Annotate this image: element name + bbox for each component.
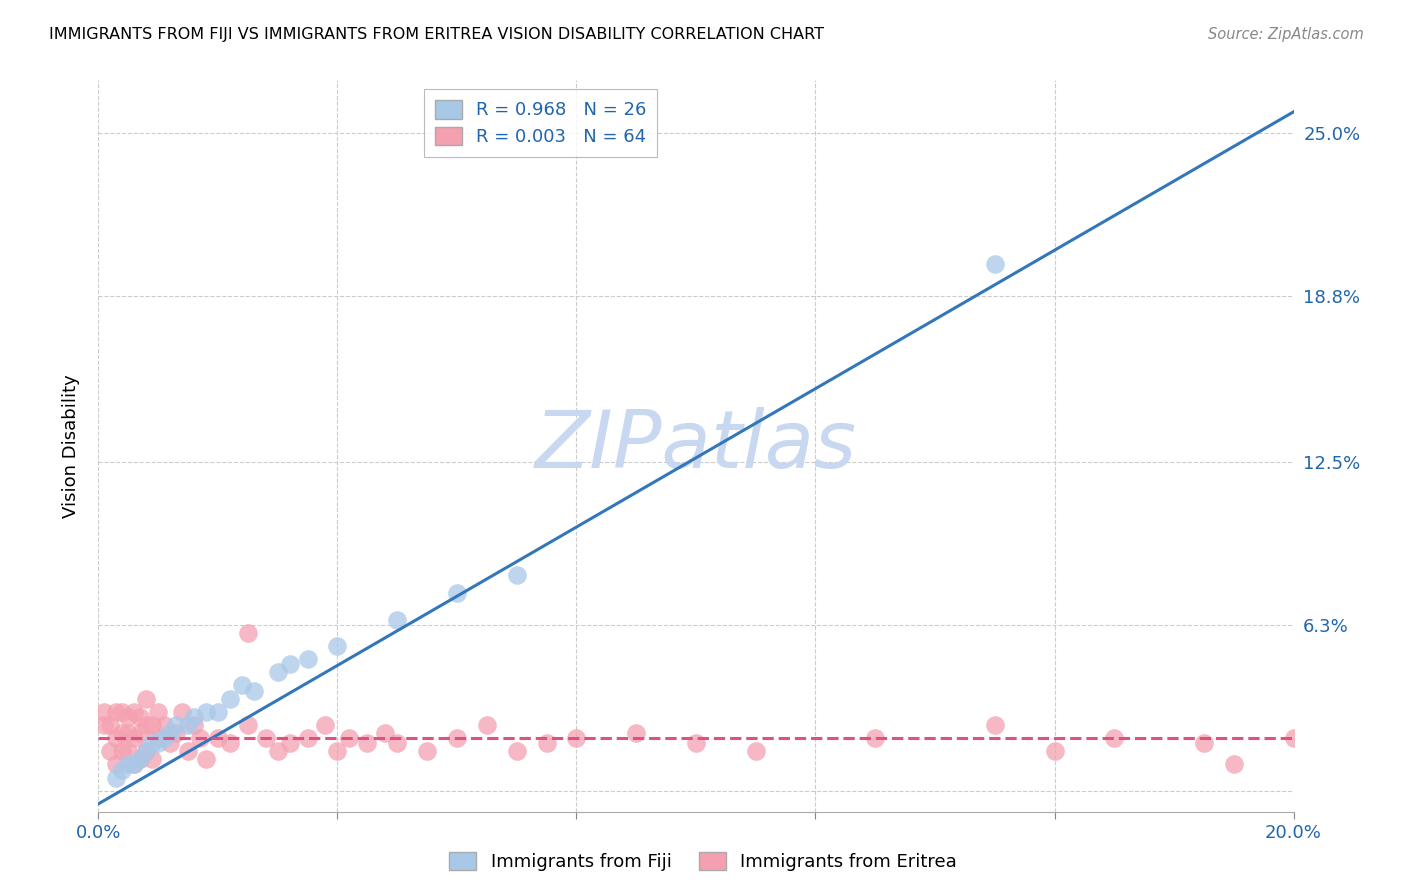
Point <box>326 639 349 653</box>
Point <box>385 736 409 750</box>
Point <box>124 757 146 772</box>
Point <box>254 731 277 745</box>
Point <box>356 736 378 750</box>
Point <box>207 731 229 745</box>
Point <box>93 705 115 719</box>
Point <box>117 757 139 772</box>
Point <box>117 726 139 740</box>
Point <box>124 705 146 719</box>
Point <box>153 718 176 732</box>
Point <box>105 771 128 785</box>
Point <box>124 731 146 745</box>
Point <box>141 752 163 766</box>
Point <box>536 736 558 750</box>
Point <box>183 718 205 732</box>
Point <box>626 726 648 740</box>
Point <box>1282 731 1305 745</box>
Point <box>98 718 122 732</box>
Point <box>236 718 259 732</box>
Point <box>506 568 529 582</box>
Point <box>177 718 200 732</box>
Point <box>267 744 290 758</box>
Point <box>129 726 152 740</box>
Point <box>385 613 409 627</box>
Point <box>141 736 163 750</box>
Point <box>1104 731 1126 745</box>
Text: IMMIGRANTS FROM FIJI VS IMMIGRANTS FROM ERITREA VISION DISABILITY CORRELATION CH: IMMIGRANTS FROM FIJI VS IMMIGRANTS FROM … <box>49 27 824 42</box>
Point <box>297 652 319 666</box>
Point <box>865 731 887 745</box>
Point <box>129 752 152 766</box>
Point <box>565 731 588 745</box>
Point <box>278 657 301 672</box>
Point <box>446 586 468 600</box>
Point <box>135 744 157 758</box>
Point <box>148 731 170 745</box>
Point <box>745 744 768 758</box>
Point <box>148 736 170 750</box>
Point <box>297 731 319 745</box>
Point <box>231 678 253 692</box>
Point <box>506 744 529 758</box>
Point <box>111 744 134 758</box>
Point <box>183 710 205 724</box>
Point <box>984 257 1007 271</box>
Point <box>278 736 301 750</box>
Point <box>416 744 439 758</box>
Point <box>984 718 1007 732</box>
Point <box>159 726 181 740</box>
Point <box>339 731 361 745</box>
Point <box>117 744 139 758</box>
Point <box>93 718 115 732</box>
Legend: Immigrants from Fiji, Immigrants from Eritrea: Immigrants from Fiji, Immigrants from Er… <box>441 845 965 879</box>
Point <box>105 757 128 772</box>
Point <box>98 744 122 758</box>
Point <box>1043 744 1066 758</box>
Point <box>165 726 187 740</box>
Point <box>188 731 211 745</box>
Point <box>236 625 259 640</box>
Point <box>105 731 128 745</box>
Point <box>195 752 218 766</box>
Text: ZIPatlas: ZIPatlas <box>534 407 858 485</box>
Point <box>129 710 152 724</box>
Point <box>207 705 229 719</box>
Text: Source: ZipAtlas.com: Source: ZipAtlas.com <box>1208 27 1364 42</box>
Point <box>475 718 498 732</box>
Point <box>105 705 128 719</box>
Point <box>111 705 134 719</box>
Point <box>141 718 163 732</box>
Point <box>374 726 396 740</box>
Point <box>177 744 200 758</box>
Point <box>685 736 707 750</box>
Point <box>446 731 468 745</box>
Point <box>1192 736 1215 750</box>
Point <box>243 683 266 698</box>
Point <box>148 705 170 719</box>
Point <box>153 731 176 745</box>
Point <box>267 665 290 680</box>
Legend: R = 0.968   N = 26, R = 0.003   N = 64: R = 0.968 N = 26, R = 0.003 N = 64 <box>423 89 658 157</box>
Point <box>195 705 218 719</box>
Point <box>219 691 242 706</box>
Point <box>117 710 139 724</box>
Point <box>135 691 157 706</box>
Y-axis label: Vision Disability: Vision Disability <box>62 374 80 518</box>
Point <box>165 718 187 732</box>
Point <box>129 752 152 766</box>
Point <box>326 744 349 758</box>
Point <box>315 718 337 732</box>
Point <box>1223 757 1246 772</box>
Point <box>135 718 157 732</box>
Point <box>159 736 181 750</box>
Point <box>172 705 194 719</box>
Point <box>111 763 134 777</box>
Point <box>219 736 242 750</box>
Point <box>124 757 146 772</box>
Point <box>135 744 157 758</box>
Point <box>111 726 134 740</box>
